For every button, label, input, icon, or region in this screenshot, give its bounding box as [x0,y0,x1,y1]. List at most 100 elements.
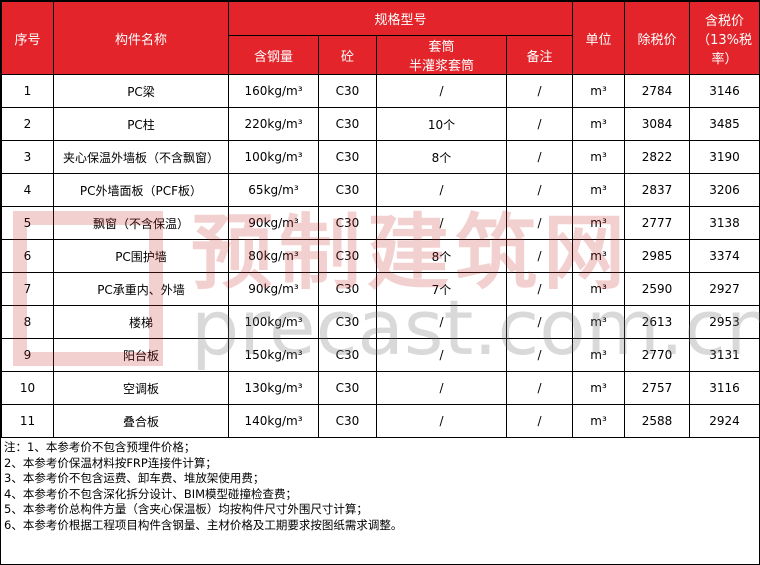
table-cell: 220kg/m³ [228,107,319,141]
table-row: 6 PC围护墙 80kg/m³ C30 8个 / m³ 2985 3374 [1,239,760,273]
header-cell: 除税价 [624,1,691,75]
table-cell: m³ [572,239,626,273]
table-cell: PC承重内、外墙 [53,272,229,306]
table-cell: 3 [1,140,54,174]
table-cell: m³ [572,140,626,174]
table-cell: m³ [572,404,626,438]
table-cell: / [376,173,507,207]
table-cell: / [376,338,507,372]
table-cell: / [376,371,507,405]
table-cell: 2784 [624,74,691,108]
table-cell: 130kg/m³ [228,371,319,405]
table-cell: 3374 [689,239,760,273]
note-line: 6、本参考价根据工程项目构件含钢量、主材价格及工期要求按图纸需求调整。 [4,517,403,532]
table-cell: 2590 [624,272,691,306]
header-cell: 构件名称 [53,1,229,75]
table-cell: 2757 [624,371,691,405]
table-cell: 2770 [624,338,691,372]
table-cell: C30 [318,404,377,438]
table-cell: m³ [572,371,626,405]
table-cell: 2837 [624,173,691,207]
table-cell: / [505,140,574,174]
table-cell: PC柱 [53,107,229,141]
table-cell: / [505,206,574,240]
header-cell: 序号 [1,1,54,75]
table-cell: / [376,206,507,240]
note-line: 2、本参考价保温材料按FRP连接件计算； [4,455,217,470]
table-cell: 90kg/m³ [228,206,319,240]
table-cell: 2613 [624,305,691,339]
table-cell: / [505,404,574,438]
table-cell: 150kg/m³ [228,338,319,372]
note-line: 4、本参考价不包含深化拆分设计、BIM模型碰撞检查费； [4,486,298,501]
table-row: 8 楼梯 100kg/m³ C30// m³ 2613 2953 [1,305,760,339]
table-cell: m³ [572,206,626,240]
table-cell: 3084 [624,107,691,141]
table-cell: 2588 [624,404,691,438]
table-cell: C30 [318,371,377,405]
table-cell: 4 [1,173,54,207]
table-cell: 5 [1,206,54,240]
table-cell: 3485 [689,107,760,141]
table-cell: 9 [1,338,54,372]
table-cell: 夹心保温外墙板（不含飘窗） [53,140,229,174]
table-cell: 叠合板 [53,404,229,438]
header-cell: 砼 [318,35,377,75]
table-cell: / [505,338,574,372]
table-cell: m³ [572,173,626,207]
table-cell: 140kg/m³ [228,404,319,438]
header-cell: 套筒 半灌浆套筒 [376,35,507,75]
table-cell: PC梁 [53,74,229,108]
table-cell: 飘窗（不含保温） [53,206,229,240]
table-cell: C30 [318,305,377,339]
note-line: 注：1、本参考价不包含预埋件价格； [4,440,196,454]
header-cell: 备注 [505,35,574,75]
table-cell: m³ [572,74,626,108]
price-table: 序号 构件名称 规格型号 单位 除税价 含税价（13%税率） 含钢量 砼 套筒 … [1,1,760,438]
table-cell: 6 [1,239,54,273]
table-cell: 1 [1,74,54,108]
table-cell: 3190 [689,140,760,174]
table-cell: 3206 [689,173,760,207]
table-cell: / [505,272,574,306]
table-row: 2 PC柱 220kg/m³ C30 10个 / m³ 3084 3485 [1,107,760,141]
table-cell: 楼梯 [53,305,229,339]
table-cell: / [505,371,574,405]
table-cell: 100kg/m³ [228,305,319,339]
table-cell: m³ [572,272,626,306]
table-cell: 80kg/m³ [228,239,319,273]
table-row: 10 空调板 130kg/m³ C30// m³ 2757 3116 [1,371,760,405]
table-cell: 3146 [689,74,760,108]
table-cell: 7 [1,272,54,306]
table-cell: 8个 [376,140,507,174]
table-row: 4 PC外墙面板（PCF板） 65kg/m³ C30// m³ 2837 3206 [1,173,760,207]
table-cell: 7个 [376,272,507,306]
note-line: 3、本参考价不包含运费、卸车费、堆放架使用费； [4,471,265,485]
note-line: 5、本参考价总构件方量（含夹心保温板）均按构件尺寸外围尺寸计算； [4,502,368,516]
table-cell: C30 [318,107,377,141]
notes: 注：1、本参考价不包含预埋件价格； 2、本参考价保温材料按FRP连接件计算； 3、本… [1,438,759,535]
table-cell: / [505,173,574,207]
table-cell: C30 [318,74,377,108]
table-cell: 11 [1,404,54,438]
table-cell: 160kg/m³ [228,74,319,108]
table-cell: PC外墙面板（PCF板） [53,173,229,207]
table-row: 5 飘窗（不含保温） 90kg/m³ C30// m³ 2777 3138 [1,206,760,240]
table-cell: C30 [318,173,377,207]
table-cell: C30 [318,206,377,240]
header-cell: 含税价（13%税率） [689,1,760,75]
table-cell: 2927 [689,272,760,306]
table-cell: 2777 [624,206,691,240]
table-cell: / [376,305,507,339]
table-row: 3 夹心保温外墙板（不含飘窗） 100kg/m³ C30 8个 / m³ 2822 3190 [1,140,760,174]
table-cell: C30 [318,140,377,174]
table-row: 11 叠合板 140kg/m³ C30// m³ 2588 2924 [1,404,760,438]
table-cell: 2985 [624,239,691,273]
table-cell: 3138 [689,206,760,240]
table-cell: 2953 [689,305,760,339]
table-cell: / [376,74,507,108]
table-cell: C30 [318,239,377,273]
table-cell: 2924 [689,404,760,438]
table-cell: 2 [1,107,54,141]
